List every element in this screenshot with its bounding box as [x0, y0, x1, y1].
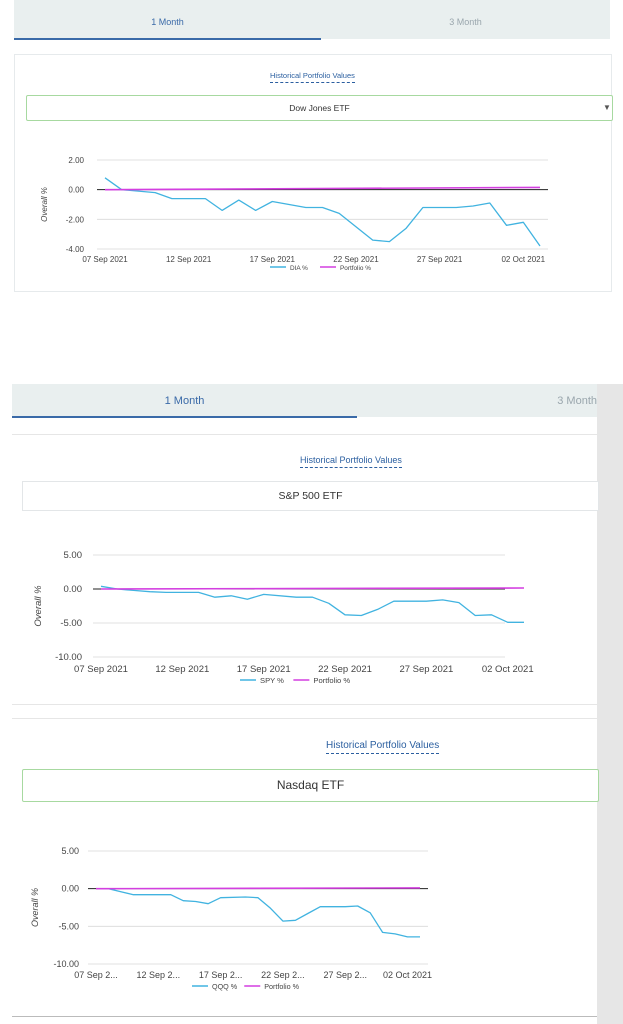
chevron-down-icon: ▼	[603, 103, 611, 112]
y-axis-label: Overall %	[30, 888, 40, 927]
x-tick-label: 07 Sep 2...	[74, 970, 118, 980]
etf-select-value: Nasdaq ETF	[276, 778, 345, 792]
active-tab-indicator	[14, 38, 321, 40]
y-tick-label: -10.00	[55, 652, 82, 663]
x-tick-label: 12 Sep 2...	[137, 970, 181, 980]
etf-select-nasdaq[interactable]: Nasdaq ETF	[22, 769, 599, 802]
x-tick-label: 22 Sep 2021	[333, 255, 379, 264]
x-tick-label: 27 Sep 2...	[323, 970, 367, 980]
y-tick-label: 5.00	[61, 846, 79, 856]
tab-3-month[interactable]: 3 Month	[449, 17, 482, 27]
y-tick-label: 2.00	[68, 156, 84, 165]
tab-1-month[interactable]: 1 Month	[164, 395, 205, 407]
x-tick-label: 17 Sep 2021	[237, 664, 291, 675]
y-axis-label: Overall %	[40, 187, 49, 222]
etf-select-value: S&P 500 ETF	[278, 490, 343, 502]
x-tick-label: 02 Oct 2021	[383, 970, 432, 980]
x-tick-label: 22 Sep 2...	[261, 970, 305, 980]
y-tick-label: -5.00	[58, 921, 79, 931]
etf-select-dow-jones[interactable]: Dow Jones ETF	[26, 95, 613, 121]
y-tick-label: -2.00	[66, 215, 85, 224]
x-tick-label: 17 Sep 2021	[250, 255, 296, 264]
tab-3-month[interactable]: 3 Month	[557, 395, 597, 407]
series-line-portfolio	[100, 587, 525, 590]
legend-label: SPY %	[260, 676, 284, 685]
card-heading: Historical Portfolio Values	[270, 71, 355, 83]
x-tick-label: 12 Sep 2021	[166, 255, 212, 264]
y-tick-label: 0.00	[61, 884, 79, 894]
chart-card-dow-jones: Historical Portfolio Values Dow Jones ET…	[14, 54, 613, 292]
x-tick-label: 07 Sep 2021	[74, 664, 128, 675]
x-tick-label: 07 Sep 2021	[82, 255, 128, 264]
legend-label: Portfolio %	[340, 265, 371, 272]
scrollbar-track[interactable]	[597, 384, 623, 1024]
tab-bar-top	[14, 0, 610, 39]
y-tick-label: 0.00	[64, 584, 83, 595]
series-line-portfolio	[104, 186, 541, 191]
card-heading: Historical Portfolio Values	[300, 455, 402, 468]
card-divider	[12, 718, 597, 719]
x-tick-label: 27 Sep 2021	[417, 255, 463, 264]
legend-label: QQQ %	[212, 982, 238, 991]
y-tick-label: 5.00	[64, 550, 83, 561]
legend-label: Portfolio %	[264, 982, 299, 991]
y-tick-label: -5.00	[60, 618, 82, 629]
tab-bar-bottom	[12, 384, 597, 417]
etf-select-sp500[interactable]: S&P 500 ETF	[22, 481, 599, 511]
legend-label: DIA %	[290, 265, 308, 272]
y-tick-label: -4.00	[66, 245, 85, 254]
x-tick-label: 12 Sep 2021	[155, 664, 209, 675]
card-heading: Historical Portfolio Values	[326, 740, 440, 754]
etf-select-value: Dow Jones ETF	[289, 103, 350, 113]
y-tick-label: 0.00	[68, 186, 84, 195]
series-line-etf	[96, 888, 420, 938]
x-tick-label: 17 Sep 2...	[199, 970, 243, 980]
x-tick-label: 22 Sep 2021	[318, 664, 372, 675]
tab-1-month[interactable]: 1 Month	[151, 17, 184, 27]
series-line-etf	[104, 177, 541, 247]
series-line-portfolio	[95, 887, 421, 890]
y-axis-label: Overall %	[33, 585, 44, 627]
x-tick-label: 02 Oct 2021	[482, 664, 534, 675]
x-tick-label: 02 Oct 2021	[501, 255, 545, 264]
x-tick-label: 27 Sep 2021	[399, 664, 453, 675]
card-divider	[12, 704, 597, 705]
y-tick-label: -10.00	[53, 959, 79, 969]
active-tab-indicator	[12, 416, 357, 418]
series-line-etf	[100, 585, 524, 623]
bottom-divider	[12, 1016, 597, 1017]
card-divider	[12, 434, 597, 435]
legend-label: Portfolio %	[313, 676, 350, 685]
